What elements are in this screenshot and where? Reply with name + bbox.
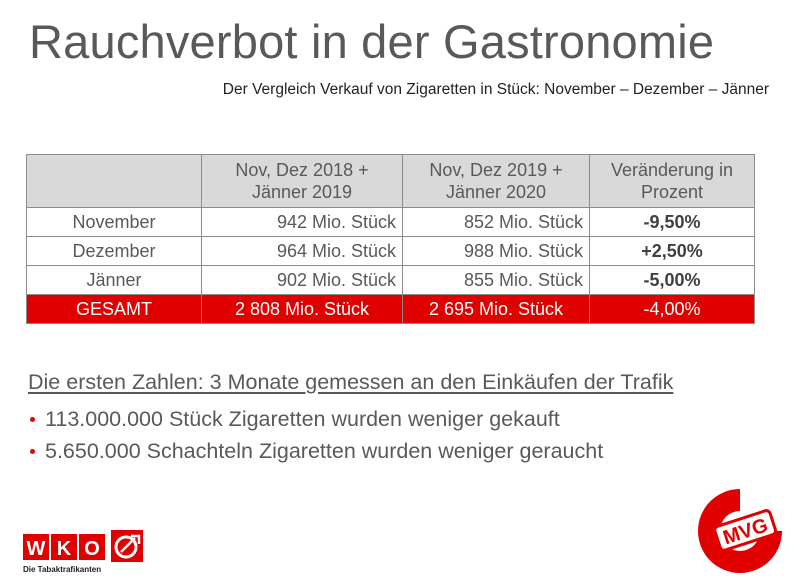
header-cell-period-1: Nov, Dez 2018 + Jänner 2019 — [201, 154, 403, 208]
total-period1-cell: 2 808 Mio. Stück — [201, 294, 403, 324]
page-subtitle: Der Vergleich Verkauf von Zigaretten in … — [222, 81, 769, 98]
mvg-ring — [698, 489, 782, 573]
wko-letter-box — [79, 534, 105, 560]
mvg-logo: MVG — [698, 489, 782, 573]
total-change-cell: -4,00% — [589, 294, 755, 324]
header-line: Jänner 2019 — [251, 182, 353, 202]
bullet-icon — [30, 416, 35, 422]
table-row: Dezember 964 Mio. Stück 988 Mio. Stück +… — [26, 236, 755, 266]
mvg-label-plate — [713, 509, 778, 552]
period2-cell: 852 Mio. Stück — [402, 207, 590, 237]
wko-letter: W — [27, 538, 46, 560]
wko-letter-box — [23, 534, 49, 560]
trafik-symbol-icon — [111, 530, 143, 562]
fact-text: 5.650.000 Schachteln Zigaretten wurden w… — [45, 439, 604, 463]
bullet-icon — [30, 448, 35, 454]
facts-list: 113.000.000 Stück Zigaretten wurden weni… — [28, 403, 603, 467]
header-line: Prozent — [640, 182, 704, 202]
header-cell-empty — [26, 154, 202, 208]
month-cell: Jänner — [26, 265, 202, 295]
table-header-row: Nov, Dez 2018 + Jänner 2019 Nov, Dez 201… — [26, 154, 755, 208]
header-line: Jänner 2020 — [445, 182, 547, 202]
wko-logo: W K O Die Tabaktrafikanten — [23, 530, 143, 574]
comparison-table: Nov, Dez 2018 + Jänner 2019 Nov, Dez 201… — [26, 154, 755, 324]
period1-cell: 964 Mio. Stück — [201, 236, 403, 266]
total-period2-cell: 2 695 Mio. Stück — [402, 294, 590, 324]
table-total-row: GESAMT 2 808 Mio. Stück 2 695 Mio. Stück… — [26, 294, 755, 324]
period1-cell: 942 Mio. Stück — [201, 207, 403, 237]
page-title: Rauchverbot in der Gastronomie — [29, 15, 715, 68]
wko-letter: K — [57, 538, 72, 560]
month-cell: Dezember — [26, 236, 202, 266]
change-cell: +2,50% — [589, 236, 755, 266]
period1-cell: 902 Mio. Stück — [201, 265, 403, 295]
header-line: Nov, Dez 2018 + — [235, 160, 369, 180]
change-cell: -5,00% — [589, 265, 755, 295]
header-cell-change: Veränderung in Prozent — [589, 154, 755, 208]
table-row: Jänner 902 Mio. Stück 855 Mio. Stück -5,… — [26, 265, 755, 295]
fact-text: 113.000.000 Stück Zigaretten wurden weni… — [45, 407, 560, 431]
list-item: 5.650.000 Schachteln Zigaretten wurden w… — [28, 435, 603, 467]
header-line: Nov, Dez 2019 + — [429, 160, 563, 180]
list-item: 113.000.000 Stück Zigaretten wurden weni… — [28, 403, 603, 435]
wko-tagline: Die Tabaktrafikanten — [23, 565, 101, 574]
period2-cell: 855 Mio. Stück — [402, 265, 590, 295]
wko-letter-box — [51, 534, 77, 560]
change-cell: -9,50% — [589, 207, 755, 237]
header-line: Veränderung in — [610, 160, 734, 180]
table-row: November 942 Mio. Stück 852 Mio. Stück -… — [26, 207, 755, 237]
period2-cell: 988 Mio. Stück — [402, 236, 590, 266]
total-label-cell: GESAMT — [26, 294, 202, 324]
header-cell-period-2: Nov, Dez 2019 + Jänner 2020 — [402, 154, 590, 208]
month-cell: November — [26, 207, 202, 237]
facts-heading: Die ersten Zahlen: 3 Monate gemessen an … — [28, 370, 674, 394]
wko-letter: O — [84, 538, 100, 560]
